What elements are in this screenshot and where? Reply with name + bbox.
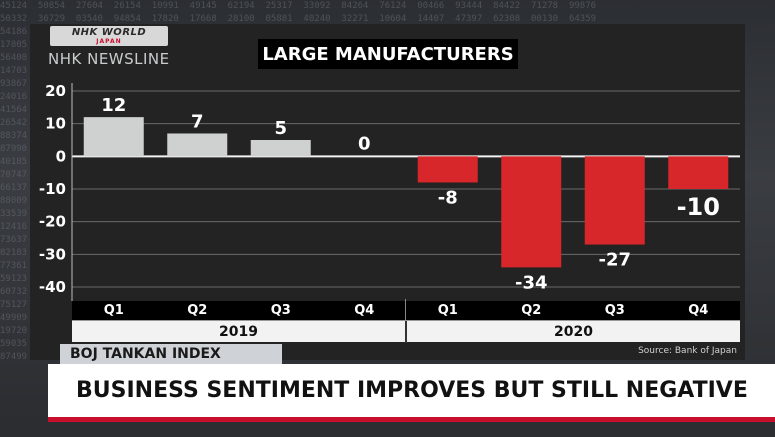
bar-2020-q3 [584,156,645,245]
quarter-axis-row: Q1 Q2 Q3 Q4 Q1 Q2 Q3 Q4 [72,299,740,320]
year-axis-row: 2019 2020 [72,320,740,343]
x-tick-label: Q2 [521,303,542,318]
x-tick-label: Q3 [604,303,625,318]
y-tick-label: -40 [39,278,66,296]
bar-2019-q1 [83,117,144,157]
logo-text: NHK WORLD [71,26,147,38]
headline-accent-strip [48,417,775,422]
year-divider-line [405,299,406,320]
y-tick-label: -30 [39,245,66,263]
index-label: BOJ TANKAN INDEX [60,344,282,364]
data-label: 0 [358,133,371,154]
y-tick-label: -20 [39,213,66,231]
data-label: -27 [598,250,631,271]
data-label: 7 [191,111,204,132]
bar-2020-q1 [417,156,478,183]
x-tick-label: Q3 [270,303,291,318]
data-label: 12 [101,95,126,116]
data-label: -10 [677,193,720,221]
data-label: -8 [438,187,458,208]
bar-2019-q2 [167,133,228,157]
chart-source: Source: Bank of Japan [638,346,737,356]
data-labels: 12 7 5 0 -8 -34 -27 -10 [101,95,720,293]
x-tick-label: Q2 [187,303,208,318]
bar-2020-q4 [668,156,729,189]
program-name: NHK NEWSLINE [48,50,170,68]
bottom-band [0,422,775,437]
x-tick-label: Q1 [437,303,458,318]
y-axis-ticks: 20 10 0 -10 -20 -30 -40 [39,82,66,296]
bars [83,117,729,268]
year-divider [405,321,407,343]
data-label: -34 [515,272,548,293]
y-tick-label: -10 [39,180,66,198]
x-tick-label: Q1 [103,303,124,318]
year-label-2019: 2019 [219,324,258,340]
bar-2020-q2 [501,156,562,268]
y-tick-label: 0 [56,147,66,165]
headline-banner: BUSINESS SENTIMENT IMPROVES BUT STILL NE… [48,364,775,417]
y-tick-label: 10 [45,115,66,133]
x-tick-label: Q4 [354,303,375,318]
y-tick-label: 20 [45,82,66,100]
nhk-world-logo: NHK WORLD JAPAN [50,26,168,46]
year-label-2020: 2020 [554,324,593,340]
chart-title: LARGE MANUFACTURERS [258,39,518,69]
data-label: 5 [274,118,287,139]
x-tick-label: Q4 [688,303,709,318]
logo-subtext: JAPAN [96,37,122,45]
bar-2019-q3 [250,140,311,157]
